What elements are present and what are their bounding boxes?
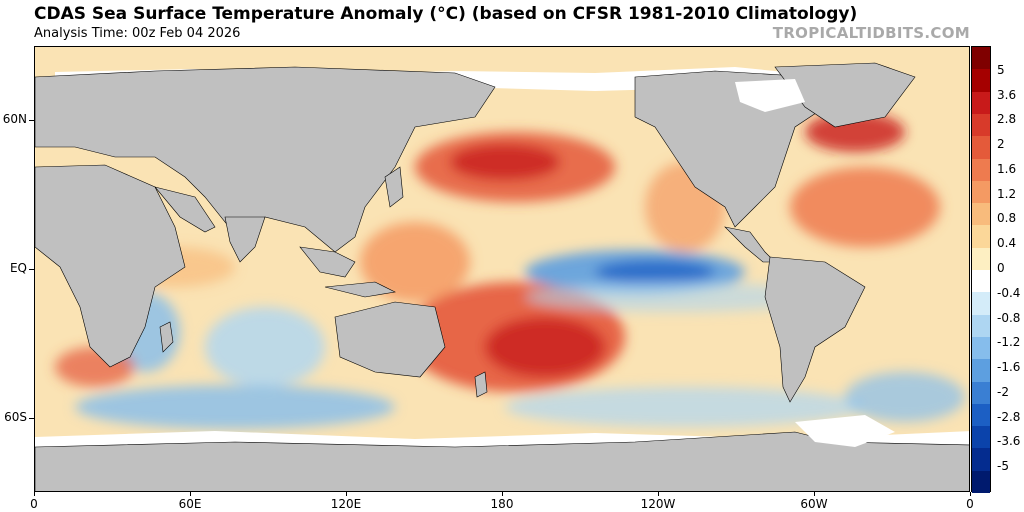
longitude-label: 60W: [800, 497, 828, 511]
colorbar-label: 0: [997, 261, 1005, 275]
colorbar-label: 0.4: [997, 236, 1017, 251]
longitude-tick: [970, 492, 971, 496]
longitude-label: 120W: [640, 497, 676, 511]
colorbar-segment: [972, 69, 990, 93]
colorbar-label: 3.6: [997, 87, 1017, 102]
colorbar-label: -2: [997, 384, 1009, 399]
latitude-label: 60N: [2, 112, 27, 127]
colorbar-label: 1.2: [997, 186, 1017, 201]
colorbar-label: 2.8: [997, 112, 1017, 127]
colorbar-segment: [972, 113, 990, 137]
colorbar-label: -1.2: [997, 335, 1021, 350]
analysis-time: Analysis Time: 00z Feb 04 2026: [34, 26, 241, 41]
colorbar-segment: [972, 136, 990, 159]
latitude-tick: [29, 269, 34, 270]
land-masses: [35, 62, 969, 491]
colorbar-segment: [972, 270, 990, 293]
colorbar-segment: [972, 180, 990, 204]
longitude-label: 60E: [178, 497, 202, 511]
latitude-tick: [29, 120, 34, 122]
brand-watermark: TROPICALTIDBITS.COM: [772, 24, 970, 42]
colorbar-segment: [972, 336, 990, 360]
longitude-tick: [814, 492, 815, 496]
colorbar-label: -1.6: [997, 360, 1021, 375]
colorbar-label: -0.4: [997, 285, 1021, 300]
colorbar-label: -2.8: [997, 409, 1021, 424]
colorbar-segment: [972, 47, 990, 70]
colorbar-segment: [972, 448, 990, 472]
arctic-ice: [735, 79, 805, 112]
antarctic-ice-shelf: [795, 415, 895, 447]
colorbar-segment: [972, 359, 990, 382]
colorbar-label: -3.6: [997, 434, 1021, 449]
longitude-tick: [502, 492, 503, 496]
longitude-tick: [346, 492, 347, 496]
colorbar-label: -5: [997, 459, 1009, 474]
colorbar-segment: [972, 91, 990, 115]
longitude-tick: [34, 492, 35, 496]
longitude-label: 120E: [330, 497, 362, 511]
colorbar-label: 1.6: [997, 161, 1017, 176]
anomaly-field: [55, 112, 965, 429]
colorbar-segment: [972, 314, 990, 338]
sst-anomaly-map: [34, 46, 970, 492]
colorbar: [971, 46, 991, 494]
colorbar-segment: [972, 426, 990, 449]
colorbar-segment: [972, 470, 990, 494]
longitude-label: 0: [30, 497, 38, 511]
colorbar-label: 2: [997, 137, 1005, 152]
map-title: CDAS Sea Surface Temperature Anomaly (°C…: [34, 4, 858, 24]
colorbar-segment: [972, 247, 990, 271]
latitude-tick: [29, 417, 34, 419]
longitude-tick: [658, 492, 659, 496]
colorbar-label: 0.8: [997, 211, 1017, 226]
colorbar-segment: [972, 292, 990, 316]
map-canvas: [35, 47, 969, 491]
colorbar-segment: [972, 203, 990, 226]
colorbar-segment: [972, 381, 990, 405]
colorbar-segment: [972, 158, 990, 182]
longitude-label: 0: [966, 497, 974, 511]
latitude-label: 60S: [4, 409, 27, 424]
colorbar-segment: [972, 403, 990, 427]
longitude-label: 180: [490, 497, 514, 511]
latitude-label: EQ: [9, 261, 27, 275]
colorbar-label: -0.8: [997, 310, 1021, 325]
longitude-tick: [190, 492, 191, 496]
colorbar-label: 5: [997, 62, 1005, 77]
colorbar-segment: [972, 225, 990, 249]
